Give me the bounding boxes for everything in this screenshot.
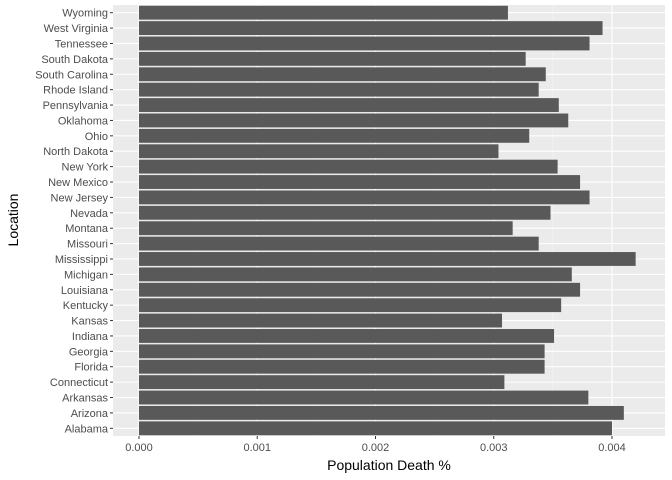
y-tick-label: North Dakota	[43, 146, 109, 158]
y-tick-label: Rhode Island	[43, 85, 108, 97]
y-axis-title: Location	[5, 194, 21, 247]
y-tick-label: Louisiana	[61, 285, 109, 297]
y-tick-label: Florida	[74, 362, 109, 374]
bar	[139, 98, 559, 112]
y-tick-label: Arkansas	[62, 393, 108, 405]
bar	[139, 359, 545, 374]
bar	[139, 190, 590, 205]
y-tick-label: Kansas	[71, 316, 108, 328]
bar	[139, 329, 555, 343]
bar	[139, 51, 526, 66]
x-tick-label: 0.002	[362, 442, 390, 454]
y-tick-label: Oklahoma	[58, 115, 109, 127]
y-tick-label: Tennessee	[55, 38, 108, 50]
y-tick-label: Kentucky	[63, 300, 109, 312]
bars	[139, 5, 636, 436]
bar	[139, 5, 508, 20]
y-tick-label: New Mexico	[48, 177, 108, 189]
bar	[139, 375, 505, 390]
y-tick-label: New Jersey	[51, 192, 109, 204]
bar	[139, 82, 539, 97]
y-tick-label: Wyoming	[62, 8, 108, 20]
y-tick-label: Alabama	[65, 423, 109, 435]
bar	[139, 221, 513, 236]
bar	[139, 390, 589, 405]
x-axis-ticks: 0.000 0.001 0.002 0.003 0.004	[125, 436, 626, 454]
y-tick-label: South Dakota	[41, 54, 109, 66]
bar	[139, 405, 624, 420]
y-tick-label: Indiana	[72, 331, 109, 343]
y-axis-ticks: Alabama Arizona Arkansas Connecticut Florida…	[35, 8, 113, 435]
bar	[139, 267, 572, 282]
y-tick-label: Arizona	[71, 408, 109, 420]
bar	[139, 344, 545, 359]
x-tick-label: 0.000	[125, 442, 153, 454]
bar	[139, 113, 569, 128]
bar	[139, 205, 551, 220]
bar	[139, 128, 530, 143]
y-tick-label: Connecticut	[50, 377, 108, 389]
bar	[139, 236, 539, 251]
y-tick-label: South Carolina	[35, 69, 109, 81]
y-tick-label: Georgia	[69, 346, 109, 358]
bar	[139, 36, 590, 51]
bar	[139, 282, 581, 297]
bar	[139, 313, 503, 328]
bar	[139, 175, 581, 189]
x-axis-title: Population Death %	[327, 457, 451, 473]
bar	[139, 21, 603, 36]
bar	[139, 67, 546, 82]
y-tick-label: Mississippi	[55, 254, 108, 266]
x-tick-label: 0.001	[243, 442, 271, 454]
y-tick-label: Ohio	[85, 131, 108, 143]
bar	[139, 144, 499, 159]
bar	[139, 298, 562, 313]
y-tick-label: Michigan	[64, 269, 108, 281]
y-tick-label: Montana	[65, 223, 109, 235]
x-tick-label: 0.003	[480, 442, 508, 454]
y-tick-label: Nevada	[70, 208, 109, 220]
bar	[139, 252, 636, 266]
bar	[139, 421, 612, 436]
y-tick-label: Pennsylvania	[43, 100, 109, 112]
y-tick-label: New York	[62, 162, 109, 174]
y-tick-label: West Virginia	[44, 23, 109, 35]
bar	[139, 159, 558, 174]
y-tick-label: Missouri	[67, 239, 108, 251]
x-tick-label: 0.004	[598, 442, 626, 454]
